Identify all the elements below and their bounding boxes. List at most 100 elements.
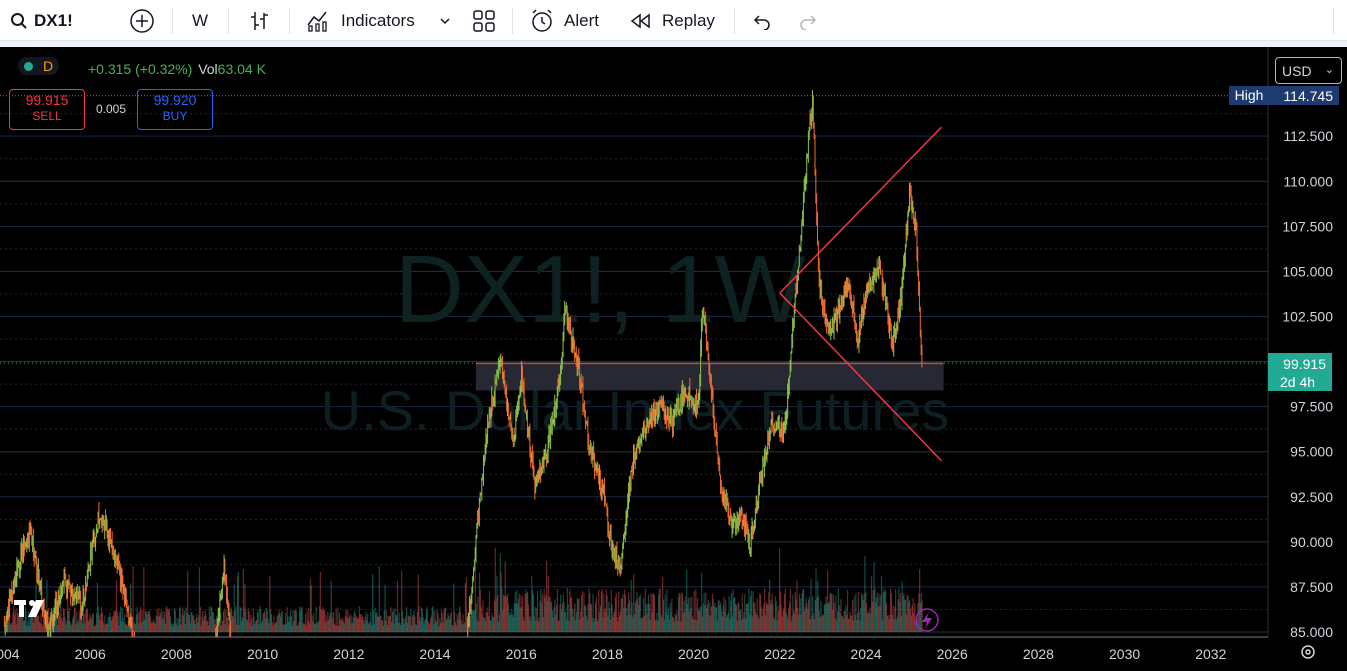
volume-bar xyxy=(677,620,679,632)
sell-button[interactable]: 99.915 SELL xyxy=(9,89,85,130)
volume-bar xyxy=(120,621,123,632)
alert-button[interactable]: Alert xyxy=(529,0,599,41)
volume-bar xyxy=(147,610,149,632)
currency-select[interactable]: USD ⌄ xyxy=(1275,57,1342,84)
time-tick-label: 2020 xyxy=(678,646,709,662)
volume-bar xyxy=(144,610,147,632)
volume-bar xyxy=(304,613,307,632)
volume-bar xyxy=(869,607,871,632)
volume-bar xyxy=(83,613,85,632)
settings-icon[interactable] xyxy=(1301,645,1315,659)
volume-bar xyxy=(449,613,452,632)
volume-bar xyxy=(253,616,255,632)
volume-bar xyxy=(759,594,762,632)
volume-bar xyxy=(310,585,312,632)
volume-bar xyxy=(84,623,86,632)
volume-bar xyxy=(431,607,433,632)
time-axis[interactable] xyxy=(0,637,1347,666)
chart-type-button[interactable] xyxy=(248,0,272,41)
volume-bar xyxy=(624,594,627,632)
indicators-label: Indicators xyxy=(341,10,415,30)
volume-bar xyxy=(566,587,568,632)
compare-button[interactable] xyxy=(129,0,155,41)
volume-bar xyxy=(883,587,885,632)
buy-button[interactable]: 99.920 BUY xyxy=(137,89,213,130)
volume-bar xyxy=(189,623,191,632)
volume-bar xyxy=(880,575,883,632)
volume-bar xyxy=(344,615,346,632)
volume-bar xyxy=(886,615,888,632)
price-axis[interactable] xyxy=(1268,47,1347,637)
volume-bar xyxy=(462,614,464,632)
alert-label: Alert xyxy=(564,10,599,30)
volume-bar xyxy=(822,614,824,632)
volume-bar xyxy=(814,599,816,632)
volume-bar xyxy=(415,624,417,632)
volume-bar xyxy=(836,611,839,632)
volume-bar xyxy=(511,608,513,632)
volume-bar xyxy=(592,594,594,632)
volume-bar xyxy=(569,589,571,632)
volume-bar xyxy=(483,617,485,632)
undo-button[interactable] xyxy=(751,0,771,41)
volume-bar xyxy=(137,612,139,632)
indicators-dropdown[interactable] xyxy=(438,0,452,41)
tradingview-logo-icon[interactable] xyxy=(14,600,44,617)
volume-bar xyxy=(386,625,389,632)
volume-bar xyxy=(57,624,59,632)
volume-bar xyxy=(797,607,799,632)
volume-bar xyxy=(824,603,826,632)
price-tick-label: 107.500 xyxy=(1282,218,1333,234)
volume-bar xyxy=(373,623,375,632)
volume-bar xyxy=(513,603,515,632)
lightning-icon[interactable] xyxy=(915,608,939,632)
layouts-button[interactable] xyxy=(472,0,496,41)
volume-bar xyxy=(914,621,917,632)
volume-bar xyxy=(127,621,129,632)
bar-countdown: 2d 4h xyxy=(1280,374,1315,390)
symbol-search-button[interactable]: DX1! xyxy=(10,0,73,41)
volume-bar xyxy=(577,598,579,632)
volume-bar xyxy=(830,594,832,632)
price-tick-label: 110.000 xyxy=(1283,173,1333,189)
volume-bar xyxy=(580,611,582,632)
volume-bar xyxy=(315,606,317,632)
price-chart[interactable]: DX1!, 1W U.S. Dollar Index Futures 85.00… xyxy=(0,47,1347,666)
volume-bar xyxy=(408,616,410,632)
volume-bar xyxy=(876,592,878,632)
volume-bar xyxy=(461,624,463,632)
volume-bar xyxy=(265,607,268,632)
volume-bar xyxy=(33,622,35,632)
replay-button[interactable]: Replay xyxy=(630,0,715,41)
volume-bar xyxy=(280,611,283,632)
volume-bar xyxy=(110,620,113,632)
spread-value: 0.005 xyxy=(96,102,127,116)
volume-bar xyxy=(687,597,689,632)
indicators-button[interactable]: Indicators xyxy=(306,0,415,41)
volume-bar xyxy=(328,619,330,632)
volume-bar xyxy=(90,616,92,632)
volume-bar xyxy=(527,604,530,632)
volume-bar xyxy=(223,608,225,632)
volume-bar xyxy=(898,587,900,632)
volume-bar xyxy=(890,588,892,632)
volume-bar xyxy=(871,601,874,632)
volume-bar xyxy=(288,622,290,632)
volume-bar xyxy=(718,600,720,632)
volume-bar xyxy=(628,592,630,632)
volume-bar xyxy=(47,607,50,632)
volume-bar xyxy=(151,621,153,632)
market-status[interactable]: D xyxy=(18,57,60,75)
interval-button[interactable]: W xyxy=(192,0,208,41)
volume-bar xyxy=(318,620,320,632)
chart-area[interactable]: DX1!, 1W U.S. Dollar Index Futures 85.00… xyxy=(0,47,1347,666)
redo-button[interactable] xyxy=(799,0,819,41)
volume-bar xyxy=(26,625,28,632)
volume-bar xyxy=(686,603,689,632)
volume-bar xyxy=(496,576,498,632)
volume-bar xyxy=(179,606,181,632)
volume-bar xyxy=(285,623,288,632)
volume-bar xyxy=(713,606,715,632)
volume-bar xyxy=(292,610,294,632)
volume-bar xyxy=(559,604,561,632)
